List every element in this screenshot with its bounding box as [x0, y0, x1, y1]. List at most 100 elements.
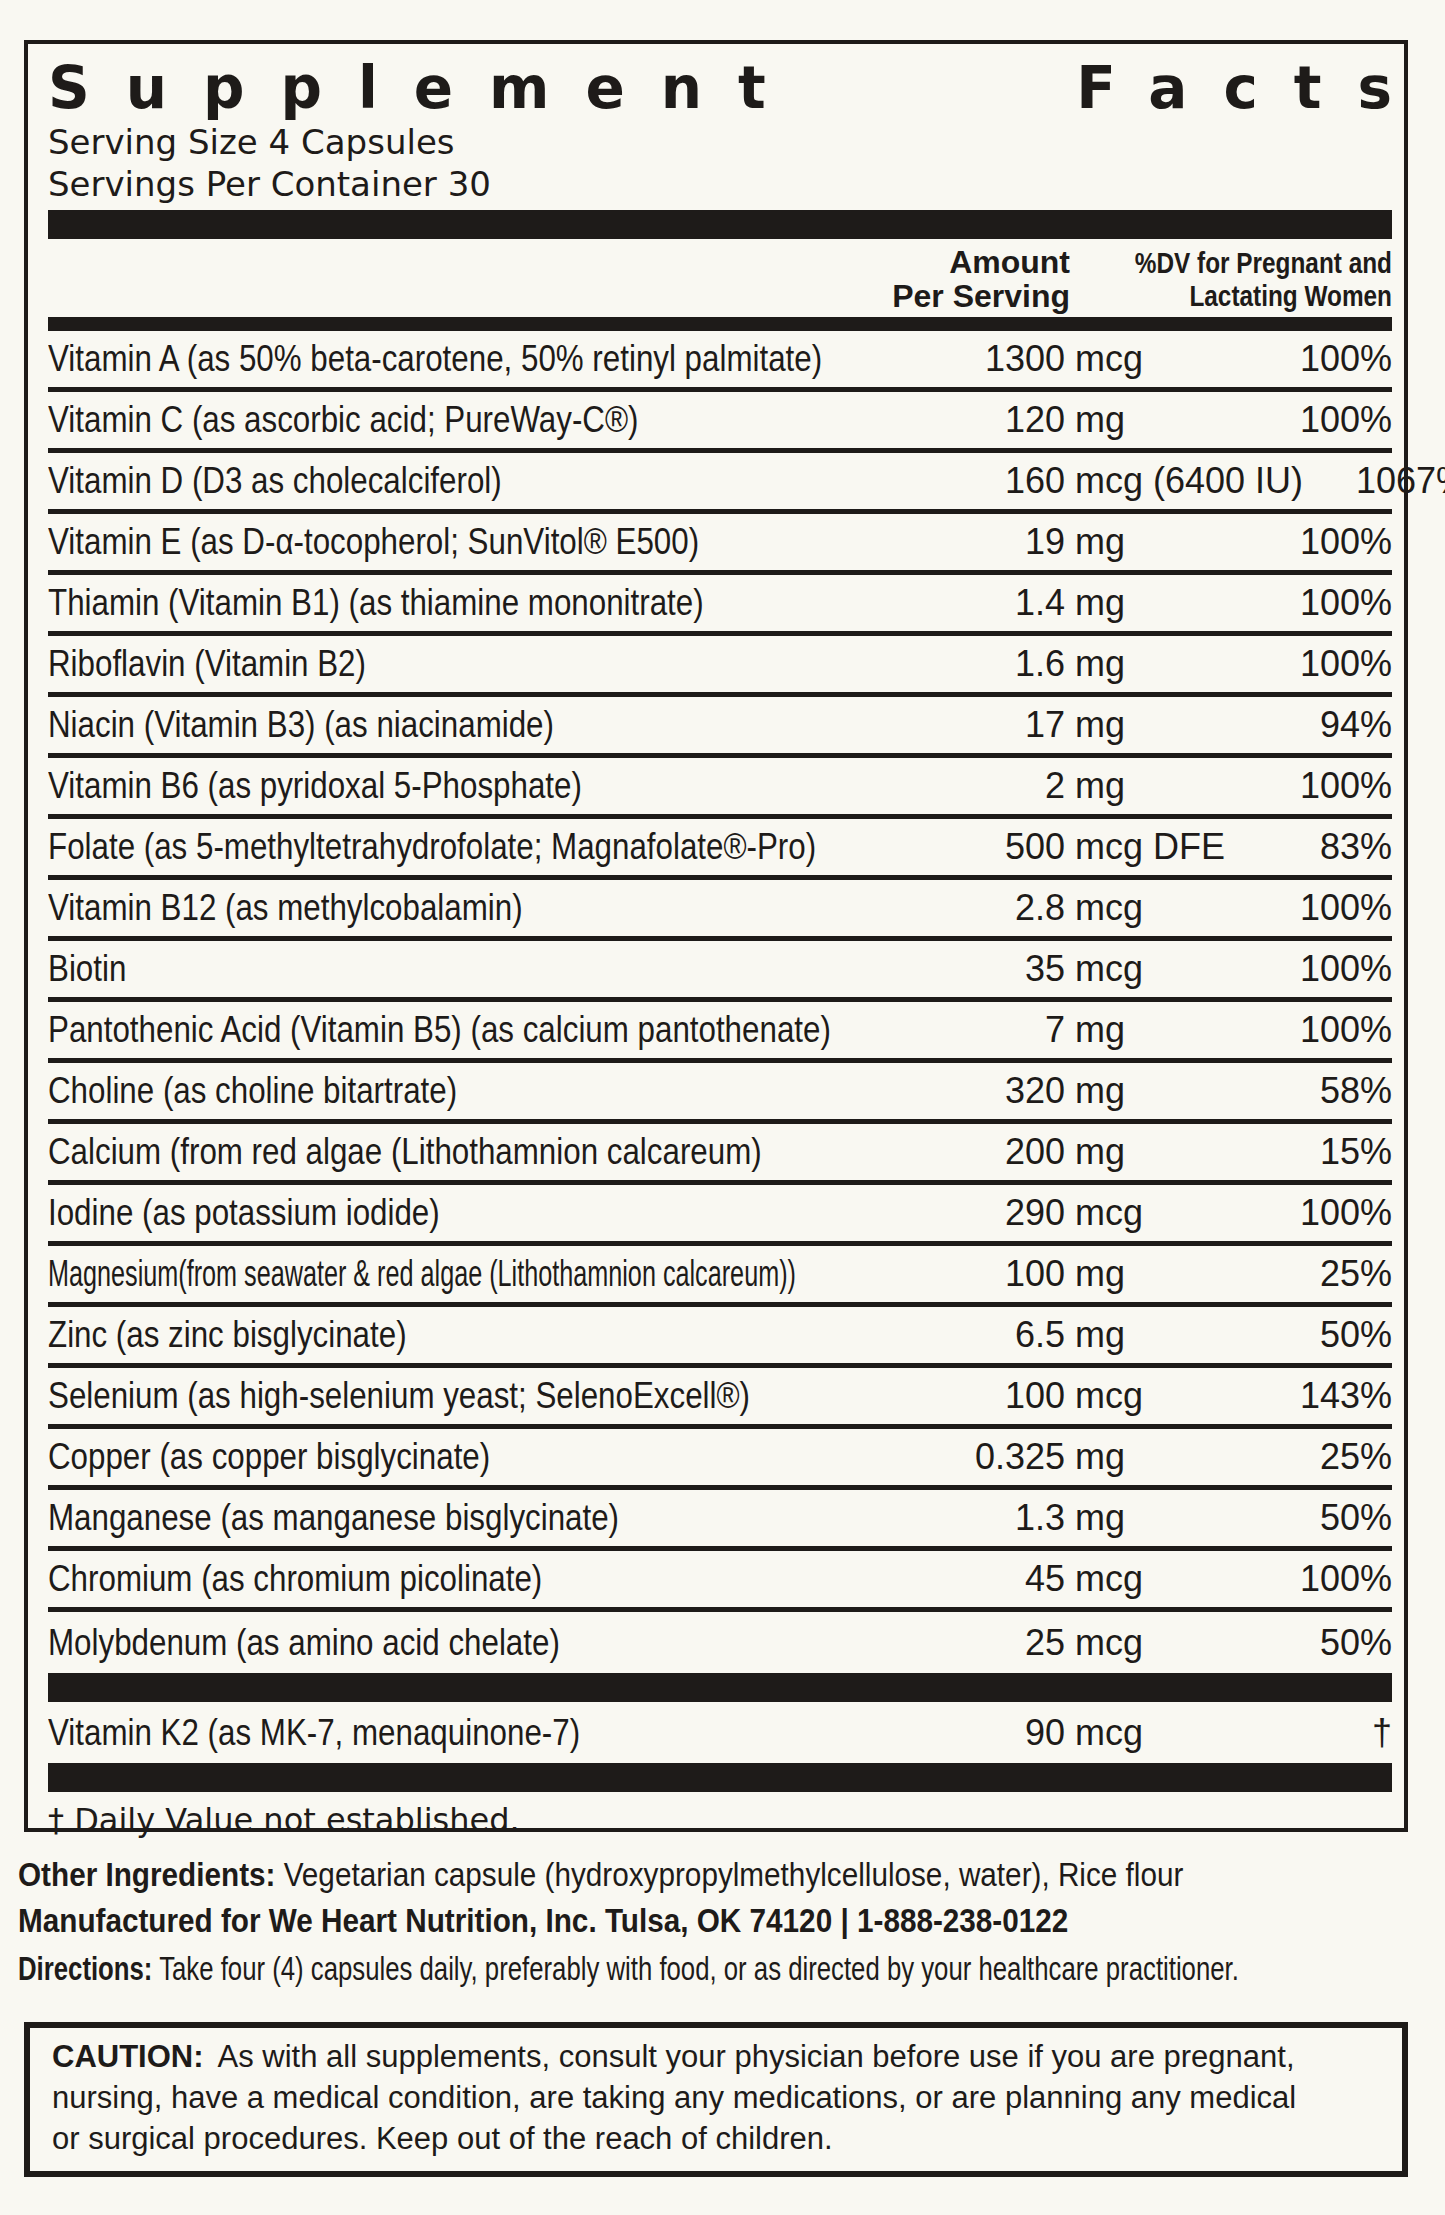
dv-value: 100%	[1227, 399, 1392, 441]
amount-unit: mg	[1065, 1314, 1227, 1356]
nutrient-name: Biotin	[48, 948, 754, 990]
dv-value: 94%	[1227, 704, 1392, 746]
amount-number: 6.5	[860, 1314, 1065, 1356]
caution-heading: CAUTION:	[52, 2039, 204, 2074]
amount-number: 100	[860, 1253, 1065, 1295]
other-ingredients: Other Ingredients: Vegetarian capsule (h…	[18, 1856, 1183, 1894]
nutrient-name: Iodine (as potassium iodide)	[48, 1192, 754, 1234]
amount-number: 1.3	[860, 1497, 1065, 1539]
other-ingredients-text: Vegetarian capsule (hydroxypropylmethylc…	[284, 1856, 1184, 1893]
dv-header-line1: %DV for Pregnant and	[1122, 247, 1392, 280]
amount-unit: mg	[1065, 643, 1227, 685]
title-word-supplement: Supplement	[48, 56, 802, 120]
nutrient-name: Choline (as choline bitartrate)	[48, 1070, 754, 1112]
amount-number: 1.4	[860, 582, 1065, 624]
divider-bar-top	[48, 210, 1392, 239]
manufactured-line: Manufactured for We Heart Nutrition, Inc…	[18, 1902, 1068, 1940]
nutrient-name: Zinc (as zinc bisglycinate)	[48, 1314, 754, 1356]
amount-unit: mg	[1065, 1253, 1227, 1295]
dv-value: 100%	[1227, 1558, 1392, 1600]
directions-label: Directions:	[18, 1950, 152, 1987]
table-row: Magnesium(from seawater & red algae (Lit…	[48, 1246, 1392, 1307]
amount-number: 90	[860, 1712, 1065, 1754]
table-row: Vitamin E (as D-α-tocopherol; SunVitol® …	[48, 514, 1392, 575]
dv-value: 100%	[1227, 521, 1392, 563]
caution-line-1: CAUTION:As with all supplements, consult…	[52, 2036, 1392, 2077]
table-row: Folate (as 5-methyltetrahydrofolate; Mag…	[48, 819, 1392, 880]
page: { "label": { "title_word1": "Supplement"…	[0, 0, 1445, 2215]
amount-unit: mg	[1065, 1070, 1227, 1112]
nutrient-name: Pantothenic Acid (Vitamin B5) (as calciu…	[48, 1009, 754, 1051]
amount-unit: mcg	[1065, 1622, 1227, 1664]
amount-number: 500	[860, 826, 1065, 868]
amount-unit: mcg	[1065, 1375, 1227, 1417]
amount-number: 120	[860, 399, 1065, 441]
table-row: Vitamin D (D3 as cholecalciferol)160mcg …	[48, 453, 1392, 514]
nutrient-name: Chromium (as chromium picolinate)	[48, 1558, 754, 1600]
amount-header-line2: Per Serving	[720, 279, 1070, 313]
amount-unit: mg	[1065, 765, 1227, 807]
nutrient-name: Molybdenum (as amino acid chelate)	[48, 1622, 754, 1664]
amount-number: 160	[860, 460, 1065, 502]
table-row: Vitamin B6 (as pyridoxal 5-Phosphate)2mg…	[48, 758, 1392, 819]
caution-box: CAUTION:As with all supplements, consult…	[24, 2022, 1408, 2177]
amount-unit: mg	[1065, 1009, 1227, 1051]
divider-bar-k2-bottom	[48, 1763, 1392, 1792]
dv-value: 100%	[1227, 948, 1392, 990]
amount-number: 1300	[860, 338, 1065, 380]
table-row: Vitamin C (as ascorbic acid; PureWay-C®)…	[48, 392, 1392, 453]
table-row: Calcium (from red algae (Lithothamnion c…	[48, 1124, 1392, 1185]
amount-number: 7	[860, 1009, 1065, 1051]
dv-value: 15%	[1227, 1131, 1392, 1173]
amount-number: 1.6	[860, 643, 1065, 685]
dv-value: 50%	[1227, 1314, 1392, 1356]
amount-number: 2.8	[860, 887, 1065, 929]
amount-number: 35	[860, 948, 1065, 990]
amount-unit: mcg	[1065, 338, 1227, 380]
dv-value: 100%	[1227, 887, 1392, 929]
amount-number: 45	[860, 1558, 1065, 1600]
nutrient-name: Selenium (as high-selenium yeast; Seleno…	[48, 1375, 754, 1417]
table-row: Manganese (as manganese bisglycinate)1.3…	[48, 1490, 1392, 1551]
amount-unit: mg	[1065, 1131, 1227, 1173]
amount-number: 19	[860, 521, 1065, 563]
divider-bar-k2-top	[48, 1673, 1392, 1702]
nutrient-name: Vitamin E (as D-α-tocopherol; SunVitol® …	[48, 521, 754, 563]
amount-unit: mcg	[1065, 948, 1227, 990]
amount-unit: mcg	[1065, 887, 1227, 929]
footnote: † Daily Value not established.	[48, 1800, 1392, 1840]
table-row: Chromium (as chromium picolinate)45mcg10…	[48, 1551, 1392, 1612]
table-row: Iodine (as potassium iodide)290mcg100%	[48, 1185, 1392, 1246]
amount-unit: mg	[1065, 582, 1227, 624]
other-ingredients-label: Other Ingredients:	[18, 1856, 275, 1893]
amount-number: 2	[860, 765, 1065, 807]
amount-unit: mcg	[1065, 1712, 1227, 1754]
dv-value: †	[1227, 1712, 1392, 1754]
k2-row: Vitamin K2 (as MK-7, menaquinone-7) 90 m…	[48, 1702, 1392, 1763]
table-row: Riboflavin (Vitamin B2)1.6mg100%	[48, 636, 1392, 697]
amount-number: 17	[860, 704, 1065, 746]
dv-value: 58%	[1227, 1070, 1392, 1112]
panel-title: Supplement Facts	[48, 56, 1392, 120]
dv-header-line2: Lactating Women	[1122, 280, 1392, 313]
amount-unit: mg	[1065, 399, 1227, 441]
dv-value: 50%	[1227, 1497, 1392, 1539]
nutrient-name: Riboflavin (Vitamin B2)	[48, 643, 754, 685]
amount-number: 320	[860, 1070, 1065, 1112]
table-row: Selenium (as high-selenium yeast; Seleno…	[48, 1368, 1392, 1429]
title-word-facts: Facts	[1076, 56, 1428, 120]
amount-header-line1: Amount	[720, 245, 1070, 279]
dv-value: 50%	[1227, 1622, 1392, 1664]
table-rows: Vitamin A (as 50% beta-carotene, 50% ret…	[48, 331, 1392, 1673]
column-headers: Amount Per Serving %DV for Pregnant and …	[48, 245, 1392, 313]
dv-value: 83%	[1227, 826, 1392, 868]
nutrient-name: Vitamin D (D3 as cholecalciferol)	[48, 460, 754, 502]
amount-number: 100	[860, 1375, 1065, 1417]
table-row: Vitamin A (as 50% beta-carotene, 50% ret…	[48, 331, 1392, 392]
nutrient-name: Vitamin C (as ascorbic acid; PureWay-C®)	[48, 399, 754, 441]
amount-number: 0.325	[860, 1436, 1065, 1478]
nutrient-name: Vitamin B12 (as methylcobalamin)	[48, 887, 754, 929]
dv-value: 25%	[1227, 1253, 1392, 1295]
dv-header: %DV for Pregnant and Lactating Women	[1122, 247, 1392, 313]
nutrient-name: Folate (as 5-methyltetrahydrofolate; Mag…	[48, 826, 754, 868]
